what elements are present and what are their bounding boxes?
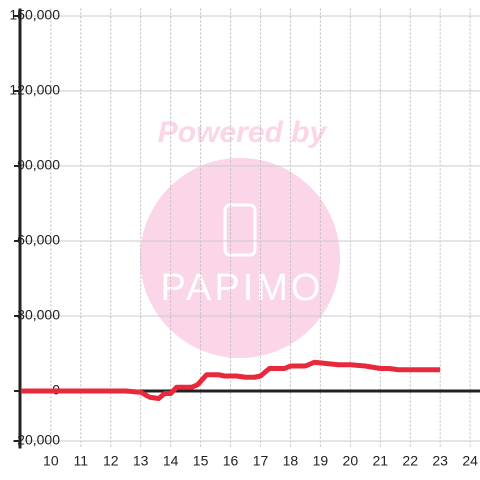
x-tick-label: 15 — [193, 453, 209, 469]
x-tick-label: 18 — [283, 453, 299, 469]
x-tick-label: 21 — [372, 453, 388, 469]
x-tick-label: 12 — [103, 453, 119, 469]
x-tick-label: 19 — [313, 453, 329, 469]
x-tick-label: 11 — [74, 453, 89, 469]
watermark-icon — [223, 203, 257, 257]
y-tick-label: 150,000 — [9, 7, 60, 23]
x-tick-label: 16 — [223, 453, 239, 469]
x-tick-label: 22 — [402, 453, 418, 469]
watermark-logo: PAPIMO — [161, 267, 324, 309]
y-tick-label: 120,000 — [9, 82, 60, 98]
x-tick-label: 14 — [163, 453, 179, 469]
y-tick-label: 90,000 — [17, 157, 60, 173]
x-tick-label: 23 — [432, 453, 448, 469]
x-tick-label: 20 — [343, 453, 359, 469]
watermark-text: Powered by — [158, 116, 328, 149]
line — [20, 359, 441, 401]
x-tick-label: 17 — [253, 453, 269, 469]
x-tick-label: 24 — [462, 453, 478, 469]
x-tick-label: 13 — [133, 453, 149, 469]
watermark-circle — [140, 158, 340, 358]
y-tick-label: 60,000 — [17, 232, 60, 248]
y-tick-label: -20,000 — [13, 432, 61, 448]
y-tick-label: 30,000 — [17, 307, 60, 323]
x-tick-label: 10 — [43, 453, 59, 469]
